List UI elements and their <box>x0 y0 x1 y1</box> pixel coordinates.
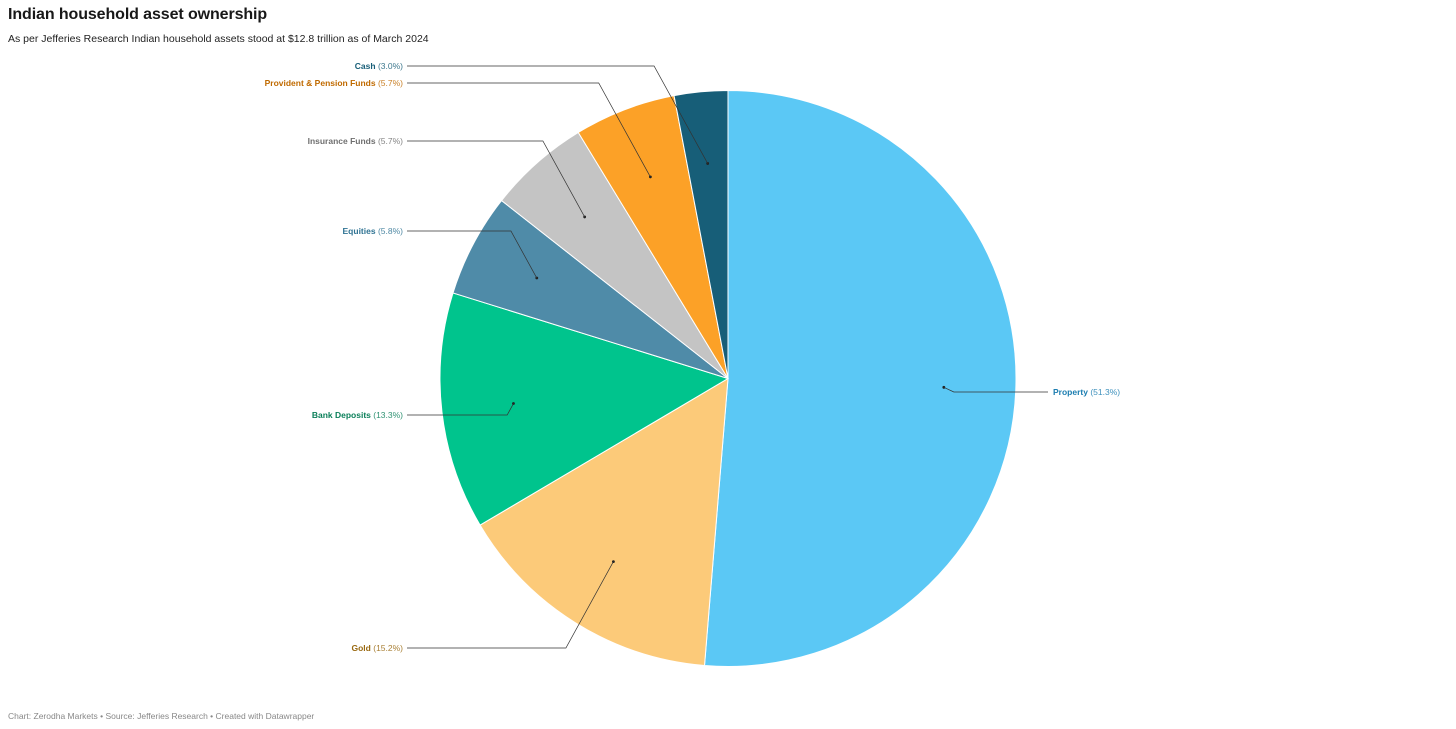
slice-label: Insurance Funds (5.7%) <box>308 136 404 146</box>
slice-label-name: Bank Deposits <box>312 410 373 420</box>
slice-label-name: Gold <box>352 643 374 653</box>
slice-label-value: (5.8%) <box>378 226 403 236</box>
slice-label: Provident & Pension Funds (5.7%) <box>265 78 404 88</box>
leader-line <box>407 65 708 164</box>
leader-line <box>407 403 514 416</box>
leader-lines <box>407 65 1048 649</box>
slice-labels: Property (51.3%) Gold (15.2%) Bank Deposit… <box>265 61 1121 653</box>
slice-label: Property (51.3%) <box>1053 387 1120 397</box>
pie-slice-property <box>703 89 1017 667</box>
slice-label-value: (3.0%) <box>378 61 403 71</box>
pie-slice-gold <box>479 377 729 667</box>
leader-line <box>407 561 614 649</box>
slice-label-name: Property <box>1053 387 1090 397</box>
slice-label: Gold (15.2%) <box>352 643 404 653</box>
leader-line <box>407 140 585 218</box>
slice-label-name: Insurance Funds <box>308 136 378 146</box>
slice-label-value: (5.7%) <box>378 136 403 146</box>
slice-label-name: Provident & Pension Funds <box>265 78 378 88</box>
leader-dot <box>612 560 615 563</box>
slice-label-value: (13.3%) <box>373 410 403 420</box>
slice-label-value: (51.3%) <box>1090 387 1120 397</box>
leader-line <box>407 230 538 279</box>
leader-line <box>943 387 1048 393</box>
pie-slices <box>439 89 1017 667</box>
slice-label: Cash (3.0%) <box>355 61 403 71</box>
slice-label: Bank Deposits (13.3%) <box>312 410 403 420</box>
chart-footer: Chart: Zerodha Markets • Source: Jefferi… <box>8 711 315 721</box>
pie-slice-bank-deposits <box>439 292 730 526</box>
chart-subtitle: As per Jefferies Research Indian househo… <box>8 33 429 45</box>
pie-slice-cash <box>673 89 729 379</box>
slice-label: Equities (5.8%) <box>343 226 404 236</box>
chart-title: Indian household asset ownership <box>8 6 268 23</box>
slice-label-value: (5.7%) <box>378 78 403 88</box>
leader-dot <box>942 385 946 389</box>
slice-label-value: (15.2%) <box>373 643 403 653</box>
slice-label-name: Cash <box>355 61 378 71</box>
leader-line <box>407 82 651 178</box>
slice-label-name: Equities <box>343 226 378 236</box>
